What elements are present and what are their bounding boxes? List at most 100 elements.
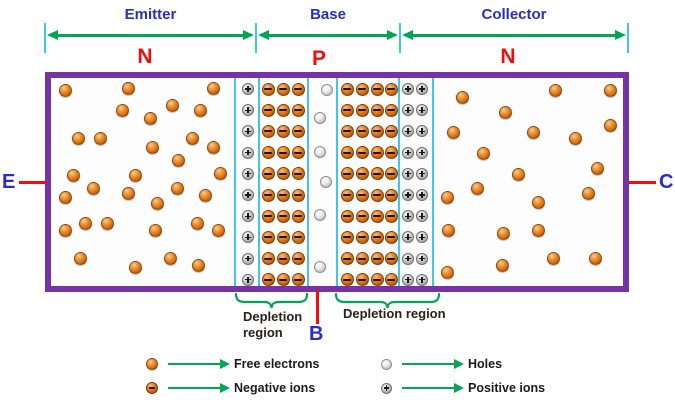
positive-ion [402,146,414,159]
positive-ion [242,146,254,159]
positive-ion [402,210,414,223]
legend-label: Holes [468,357,503,371]
hole [314,112,326,124]
free-electron [548,83,562,97]
negative-ion [370,188,384,202]
free-electron [440,190,454,204]
legend-item-negative-ions: Negative ions [146,381,315,395]
junction-boundary-line [432,78,434,286]
depletion-region-label-left: Depletion region [243,309,303,340]
negative-ion [276,209,290,223]
depletion-region-label-right: Depletion region [343,306,446,321]
free-electron [121,81,135,95]
emitter-terminal-label: E [2,171,16,193]
negative-ion [384,230,398,244]
negative-ion [340,252,354,266]
free-electron [145,140,159,154]
junction-boundary-line [258,78,260,286]
free-electron [193,103,207,117]
free-electron [476,146,490,160]
negative-ion [370,273,384,287]
negative-ion [340,103,354,117]
legend-arrow [168,359,230,369]
collector-region-label: Collector [481,6,547,23]
free-electron [73,251,87,265]
arrow-line [269,33,387,37]
legend-arrow [402,383,464,393]
free-electron [568,131,582,145]
negative-ion [340,167,354,181]
legend-item-holes: Holes [381,357,502,371]
negative-ion [355,188,369,202]
free-electron [211,223,225,237]
negative-ion [276,252,290,266]
free-electron [71,131,85,145]
negative-ion [384,252,398,266]
free-electron-icon [146,358,158,370]
depletion-brace-left [235,293,308,309]
region-boundary-tick [255,23,257,53]
positive-ion [242,273,254,286]
free-electron [128,260,142,274]
negative-ion [261,124,275,138]
negative-ion [370,230,384,244]
negative-ion [355,82,369,96]
arrow-line [58,33,243,37]
arrow-line [413,33,615,37]
legend-item-free-electrons: Free electrons [146,357,319,371]
negative-ion [384,273,398,287]
positive-ion [402,104,414,117]
free-electron [58,223,72,237]
free-electron [206,140,220,154]
base-terminal-label: B [309,323,324,345]
positive-ion [242,83,254,95]
arrow-head-left-icon [402,30,413,40]
negative-ion [384,82,398,96]
free-electron [143,111,157,125]
free-electron [165,98,179,112]
junction-boundary-line [398,78,400,286]
positive-ion [416,252,428,265]
positive-ion [242,125,254,138]
negative-ion [370,209,384,223]
negative-ion [276,124,290,138]
free-electron [58,190,72,204]
free-electron [121,186,135,200]
negative-ion [340,146,354,160]
arrow-head-right-icon [615,30,626,40]
negative-ion [355,273,369,287]
arrow-head-right-icon [243,30,254,40]
positive-ion [402,252,414,265]
legend-arrow [168,383,230,393]
positive-ion [242,252,254,265]
free-electron [213,166,227,180]
free-electron [440,265,454,279]
positive-ion [416,146,428,159]
negative-ion [370,124,384,138]
negative-ion [291,103,305,117]
negative-ion [340,273,354,287]
free-electron [163,251,177,265]
free-electron [581,186,595,200]
base-lead [316,290,320,324]
emitter-region-label: Emitter [124,6,177,23]
free-electron [150,196,164,210]
free-electron [206,81,220,95]
positive-ion [242,231,254,244]
negative-ion [261,230,275,244]
legend-arrow [402,359,464,369]
negative-ion [384,146,398,160]
junction-boundary-line [336,78,338,286]
negative-ion [276,273,290,287]
collector-span-arrow [402,29,626,41]
negative-ion [276,146,290,160]
free-electron [603,118,617,132]
negative-ion [276,167,290,181]
arrow-head-right-icon [387,30,398,40]
legend-label: Negative ions [234,381,316,395]
negative-ion [261,103,275,117]
negative-ion [384,188,398,202]
free-electron [185,131,199,145]
negative-ion [261,252,275,266]
